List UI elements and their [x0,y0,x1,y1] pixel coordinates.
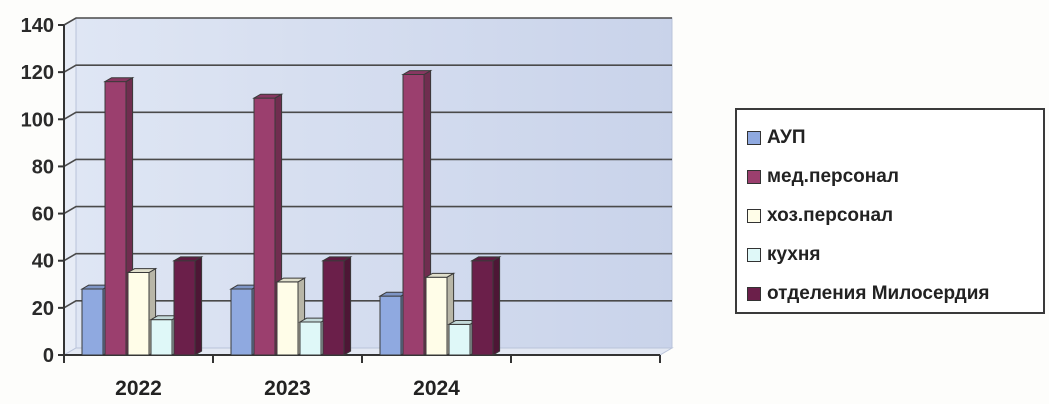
legend-swatch [747,208,761,223]
gridline [63,17,672,26]
legend-label: мед.персонал [767,165,899,187]
legend-item: отделения Милосердия [747,274,1043,313]
legend-label: АУП [767,126,806,148]
legend-label: хоз.персонал [767,204,894,226]
bar-front [150,319,173,356]
bar-front [322,260,345,356]
bar-top [172,256,204,262]
legend-item: АУП [747,118,1043,157]
bar-top [401,70,433,75]
legend-swatch [747,247,761,262]
y-tick-label: 140 [21,15,54,37]
bar-front [276,281,299,356]
gridline [63,205,672,215]
legend-swatch [747,286,761,301]
gridline [63,111,672,120]
bar-top [321,256,353,262]
legend-label: отделения Милосердия [767,282,990,304]
bar-top [470,256,502,262]
bar-front [230,288,253,356]
legend-swatch [747,130,761,145]
bar-front [81,288,104,356]
y-tick-label: 80 [32,156,54,178]
legend-item: мед.персонал [747,157,1043,196]
y-tick-label: 60 [32,204,54,226]
y-tick-label: 40 [32,251,54,273]
bar-side [492,255,501,356]
bar [172,255,204,356]
bar-front [471,260,494,356]
x-tick-label: 2023 [264,377,311,399]
bar-front [425,276,448,356]
y-tick-label: 20 [32,298,54,320]
gridline [63,64,672,73]
bar-top [126,268,158,273]
gridline [63,252,672,262]
bar-front [253,97,276,356]
bar-front [173,260,196,356]
bar [470,255,502,356]
bar-front [299,321,322,356]
bar-front [448,323,471,356]
legend-item: хоз.персонал [747,196,1043,235]
y-tick-label: 100 [21,109,54,131]
bar-top [103,77,135,83]
x-tick-label: 2022 [115,377,162,399]
bar-front [127,272,150,356]
bar-side [343,255,352,356]
bar-front [104,81,127,356]
y-tick-label: 120 [21,62,54,84]
bar-top [252,93,284,99]
bar-top [275,277,307,283]
bar-front [402,74,425,356]
bar [321,255,353,356]
gridline [63,158,672,168]
legend-swatch [747,169,761,184]
y-tick-label: 0 [43,345,54,367]
plot-back-wall [75,17,673,349]
bar-side [194,255,203,356]
bar-front [379,295,402,356]
legend-label: кухня [767,243,821,265]
x-tick-label: 2024 [413,377,460,399]
legend: АУП мед.персонал хоз.персонал кухня отделени… [735,108,1045,314]
bar-top [424,272,456,278]
legend-item: кухня [747,235,1043,274]
